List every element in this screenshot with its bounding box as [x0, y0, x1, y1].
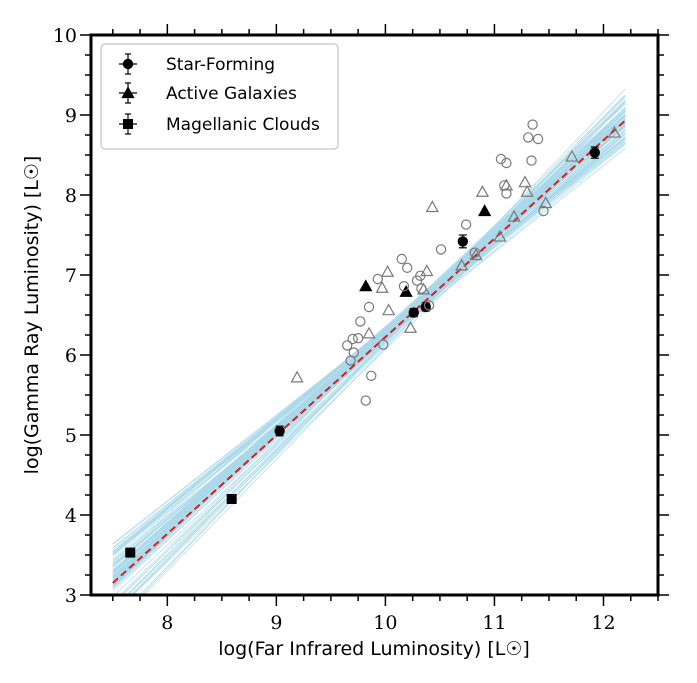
- active-galaxies-limits-point: [425, 200, 439, 213]
- y-tick-label: 8: [65, 185, 77, 207]
- active-galaxies-point: [478, 204, 492, 217]
- star-forming-limits-point: [469, 247, 481, 258]
- best-fit-line: [112, 119, 626, 584]
- y-tick-label: 9: [65, 105, 77, 127]
- active-galaxies-limits-point: [416, 282, 431, 295]
- active-galaxies-limits-point: [520, 184, 534, 197]
- active-galaxies-limits-point: [469, 248, 483, 261]
- legend-box: [100, 43, 339, 150]
- x-tick-label: 11: [482, 612, 506, 634]
- magellanic-clouds-point: [226, 494, 237, 504]
- posterior-line: [112, 139, 626, 545]
- ticks-layer: 8 9 10 11 12 3 4 5 6 7 8 9 10: [53, 24, 669, 634]
- active-galaxies-limits-point: [539, 196, 553, 209]
- posterior-line: [112, 133, 626, 573]
- star-forming-point: [274, 425, 285, 437]
- fit-layer: [112, 119, 626, 584]
- star-forming-limits-point: [352, 333, 364, 344]
- active-galaxies-limits-point: [380, 264, 395, 277]
- star-forming-limits-point: [532, 133, 544, 145]
- x-axis-title: log(Far Infrared Luminosity) [L☉]: [218, 638, 530, 660]
- posterior-line: [127, 107, 626, 595]
- active-galaxies-point: [359, 279, 373, 292]
- y-tick-label: 4: [65, 505, 77, 527]
- posterior-line: [112, 133, 626, 553]
- star-forming-limits-point: [526, 155, 537, 166]
- x-tick-label: 8: [161, 612, 173, 634]
- legend-marker-triangle: [121, 86, 135, 99]
- star-forming-limits-point: [360, 395, 371, 406]
- star-forming-point: [589, 147, 600, 158]
- legend-label-active-galaxies: Active Galaxies: [166, 84, 297, 104]
- y-tick-label: 6: [65, 345, 77, 367]
- star-forming-point: [408, 307, 419, 318]
- y-tick-label: 5: [65, 425, 77, 447]
- active-galaxies-limits-point: [455, 258, 469, 271]
- star-forming-limits-point: [398, 281, 410, 292]
- active-galaxies-limits-point: [507, 209, 521, 222]
- star-forming-limits-point: [501, 188, 512, 199]
- active-galaxies-limits-point: [375, 280, 389, 293]
- active-galaxies-limits-point: [362, 326, 376, 339]
- star-forming-limits-point: [366, 370, 377, 381]
- legend: Star-Forming Active Galaxies Magellanic …: [100, 43, 339, 150]
- legend-marker-circle: [122, 58, 134, 70]
- active-galaxies-limits-point: [403, 320, 418, 333]
- star-forming-limits-point: [347, 333, 358, 345]
- star-forming-limits-point: [527, 119, 538, 130]
- star-forming-limits-point: [402, 262, 413, 273]
- active-galaxies-point: [399, 284, 413, 297]
- x-tick-label: 9: [270, 612, 282, 634]
- active-galaxies-limits-point: [290, 370, 304, 383]
- star-forming-limits-point: [501, 157, 512, 169]
- star-forming-limits-point: [355, 316, 366, 327]
- active-galaxies-limits-point: [518, 175, 532, 188]
- star-forming-limits-point: [538, 205, 549, 217]
- active-galaxies-limits-point: [382, 303, 396, 316]
- posterior-lines: [112, 88, 626, 595]
- star-forming-limits-point: [396, 253, 407, 265]
- y-axis-title: log(Gamma Ray Luminosity) [L☉]: [21, 156, 43, 475]
- legend-label-star-forming: Star-Forming: [166, 55, 275, 75]
- magellanic-clouds-point: [125, 547, 136, 558]
- posterior-line: [112, 107, 626, 583]
- posterior-line: [130, 96, 626, 595]
- active-galaxies-limits-point: [475, 184, 490, 197]
- x-tick-label: 10: [373, 612, 397, 634]
- posterior-line: [141, 88, 626, 595]
- posterior-line: [112, 125, 626, 567]
- star-forming-limits-point: [378, 339, 389, 350]
- legend-marker-square: [123, 119, 133, 129]
- active-galaxies-limits-point: [420, 264, 434, 277]
- star-forming-limits-point: [423, 300, 435, 311]
- y-tick-label: 7: [65, 265, 77, 287]
- y-tick-label: 10: [53, 25, 77, 47]
- active-galaxies-limits-point: [493, 229, 507, 242]
- posterior-line: [112, 115, 626, 580]
- star-forming-limits-point: [348, 347, 359, 358]
- star-forming-limits-point: [435, 244, 447, 255]
- star-forming-limits-point: [342, 340, 353, 351]
- points-layer: [125, 119, 622, 558]
- star-forming-limits-point: [363, 301, 375, 313]
- x-tick-label: 12: [591, 612, 615, 634]
- active-galaxies-limits-point: [565, 149, 579, 162]
- star-forming-point: [457, 236, 469, 247]
- star-forming-limits-point: [523, 132, 534, 143]
- star-forming-limits-point: [460, 219, 472, 230]
- active-galaxies-limits-point: [499, 178, 514, 191]
- star-forming-limits-point: [372, 273, 383, 285]
- legend-markers: [119, 53, 137, 135]
- legend-label-magellanic-clouds: Magellanic Clouds: [166, 115, 320, 135]
- y-tick-label: 3: [65, 585, 77, 607]
- active-galaxies-limits-point: [607, 125, 622, 138]
